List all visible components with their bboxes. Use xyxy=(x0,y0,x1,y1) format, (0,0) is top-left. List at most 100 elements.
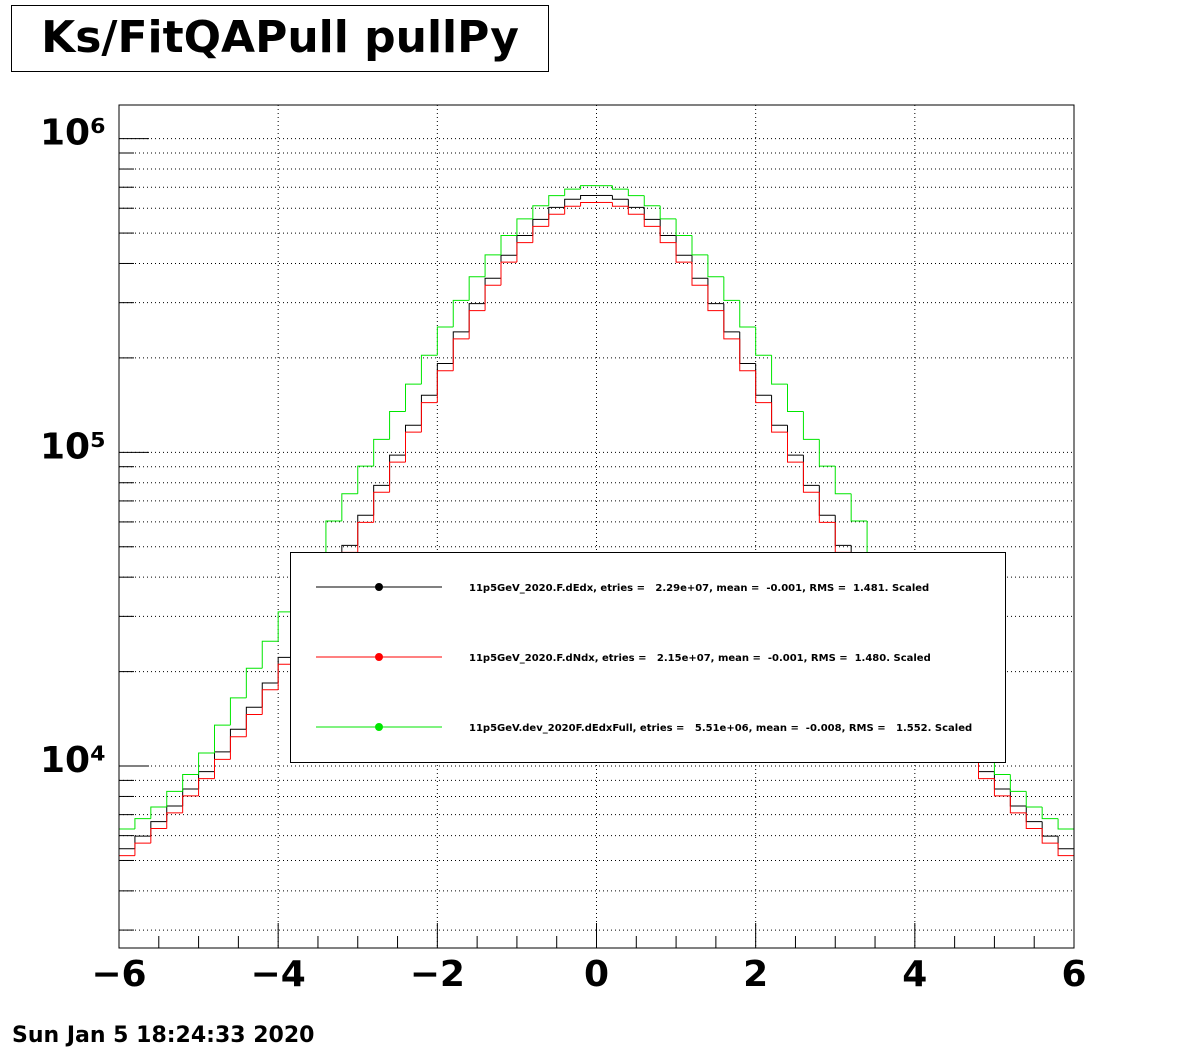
histogram-bin xyxy=(580,194,597,200)
histogram-bin xyxy=(993,778,1011,797)
histogram-bin xyxy=(405,431,422,463)
histogram-bin xyxy=(405,383,422,412)
histogram-bin xyxy=(691,235,708,256)
title-box xyxy=(11,5,549,72)
histogram-bin xyxy=(978,759,995,780)
histogram-bin xyxy=(564,198,581,208)
histogram-bin xyxy=(166,812,183,829)
histogram-bin xyxy=(484,284,501,311)
histogram-bin xyxy=(1041,828,1059,844)
y-tick-label: 10⁶ xyxy=(40,113,106,154)
histogram-bin xyxy=(580,201,597,207)
histogram-bin xyxy=(182,773,199,792)
x-tick-label: 0 xyxy=(584,954,609,995)
histogram-bin xyxy=(723,276,740,301)
histogram-bin xyxy=(739,300,756,328)
histogram-bin xyxy=(341,493,358,522)
histogram-bin xyxy=(818,492,836,523)
x-tick-label: 2 xyxy=(743,954,768,995)
histogram-bin xyxy=(532,205,549,219)
histogram-bin xyxy=(611,195,629,200)
histogram-bin xyxy=(198,778,215,796)
histogram-bin xyxy=(675,218,692,237)
legend: 11p5GeV_2020.F.dEdx, etries = 2.29e+07, … xyxy=(290,552,1006,763)
histogram-bin xyxy=(1009,774,1027,792)
histogram-bin xyxy=(707,254,724,278)
histogram-bin xyxy=(134,842,151,856)
histogram-bin xyxy=(675,242,692,263)
histogram-bin xyxy=(707,285,724,312)
histogram-bin xyxy=(802,462,820,493)
legend-label: 11p5GeV_2020.F.dEdx, etries = 2.29e+07, … xyxy=(469,583,929,594)
histogram-bin xyxy=(787,384,804,412)
histogram-bin xyxy=(1025,791,1043,808)
histogram-bin xyxy=(325,520,342,556)
histogram-bin xyxy=(580,185,597,190)
histogram-bin xyxy=(452,338,470,371)
histogram-bin xyxy=(214,758,231,779)
date-stamp: Sun Jan 5 18:24:33 2020 xyxy=(12,1023,314,1048)
histogram-bin xyxy=(198,752,215,775)
x-tick-label: −2 xyxy=(410,954,465,995)
y-tick-label: 10⁵ xyxy=(40,426,106,467)
histogram-bin xyxy=(627,206,645,215)
histogram-bin xyxy=(420,354,438,385)
histogram-bin xyxy=(739,338,756,372)
legend-label: 11p5GeV_2020.F.dNdx, etries = 2.15e+07, … xyxy=(469,653,931,664)
histogram-bin xyxy=(468,310,486,339)
histogram-bin xyxy=(468,276,486,301)
histogram-bin xyxy=(643,195,661,207)
histogram-bin xyxy=(134,818,151,829)
histogram-bin xyxy=(818,439,836,467)
x-tick-label: 6 xyxy=(1061,954,1086,995)
histogram-bin xyxy=(373,438,390,467)
histogram-bin xyxy=(373,491,390,523)
histogram-bin xyxy=(436,326,454,356)
histogram-bin xyxy=(723,310,740,340)
histogram-bin xyxy=(659,205,677,220)
histogram-bin xyxy=(277,611,295,642)
histogram-bin xyxy=(1025,812,1043,830)
histogram-bin xyxy=(643,214,661,227)
histogram-bin xyxy=(659,226,677,244)
histogram-bin xyxy=(389,410,406,440)
histogram-bin xyxy=(229,697,247,726)
histogram-bin xyxy=(245,713,263,737)
histogram-bin xyxy=(389,461,406,493)
histogram-bin xyxy=(516,218,533,236)
histogram-bin xyxy=(150,828,167,844)
histogram-bin xyxy=(802,411,820,440)
x-tick-label: 4 xyxy=(902,954,927,995)
legend-marker xyxy=(375,583,383,591)
histogram-bin xyxy=(564,188,581,196)
x-tick-label: −4 xyxy=(251,954,306,995)
histogram-bin xyxy=(245,667,263,698)
histogram-bin xyxy=(611,202,629,207)
legend-label: 11p5GeV.dev_2020F.dEdxFull, etries = 5.5… xyxy=(469,723,972,734)
histogram-bin xyxy=(1009,795,1027,814)
histogram-bin xyxy=(214,724,231,754)
histogram-bin xyxy=(755,326,772,356)
histogram-bin xyxy=(691,262,708,286)
histogram-bin xyxy=(484,254,501,277)
histogram-bin xyxy=(627,189,645,197)
histogram-bin xyxy=(850,493,868,522)
histogram-bin xyxy=(1057,818,1074,830)
histogram-bin xyxy=(548,195,565,206)
histogram-bin xyxy=(834,466,852,495)
histogram-bin xyxy=(1041,807,1059,820)
histogram-bin xyxy=(452,299,470,327)
histogram-bin xyxy=(277,663,295,690)
histogram-bin xyxy=(755,370,772,404)
x-tick-label: −6 xyxy=(91,954,146,995)
histogram-bin xyxy=(261,640,279,669)
histogram-bin xyxy=(787,432,804,463)
legend-marker xyxy=(375,653,383,661)
y-tick-label: 10⁴ xyxy=(40,740,106,781)
chart-title: Ks/FitQAPull pullPy xyxy=(41,12,519,63)
histogram-bin xyxy=(500,235,517,255)
histogram-bin xyxy=(357,521,374,553)
histogram-bin xyxy=(150,806,167,819)
histogram-bin xyxy=(771,355,788,385)
legend-marker xyxy=(375,723,383,731)
